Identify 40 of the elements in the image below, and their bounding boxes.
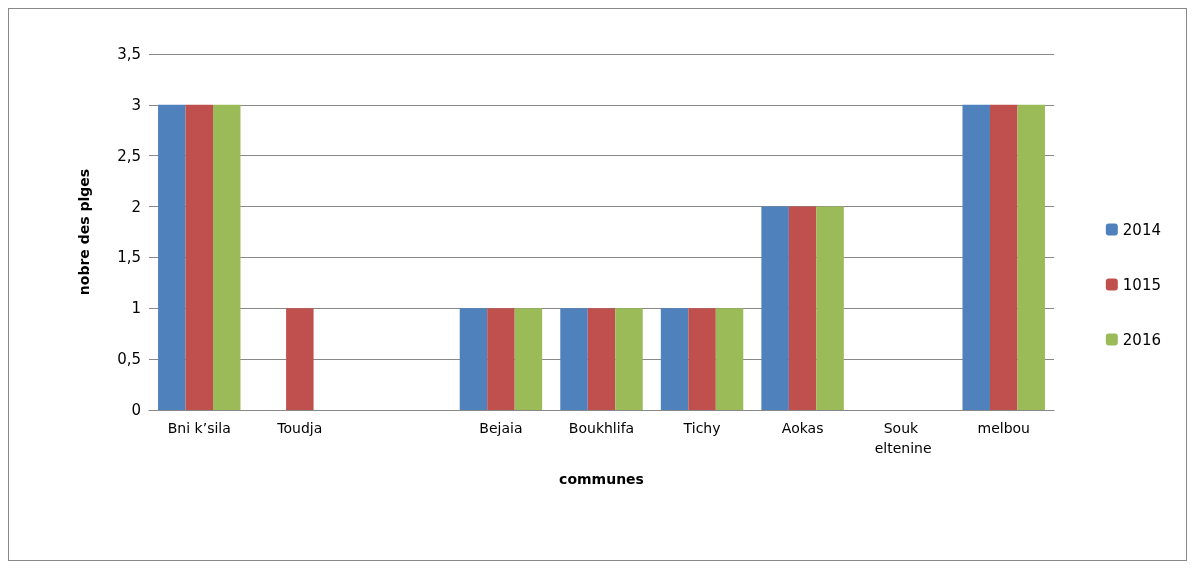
bar bbox=[688, 308, 716, 410]
x-tick-label: Boukhlifa bbox=[568, 420, 635, 436]
legend-label: 2016 bbox=[1122, 330, 1162, 349]
bar bbox=[587, 308, 616, 410]
legend-label: 1015 bbox=[1122, 275, 1162, 294]
x-tick-label: Aokas bbox=[781, 420, 824, 436]
y-tick-label: 2,5 bbox=[117, 146, 141, 165]
bar bbox=[715, 308, 744, 410]
bar bbox=[560, 308, 588, 410]
x-tick-label: Toudja bbox=[276, 420, 323, 436]
bar bbox=[158, 104, 186, 410]
y-tick-label: 0,5 bbox=[117, 350, 141, 369]
y-tick-label: 1 bbox=[131, 299, 141, 318]
y-axis-title: nobre des plges bbox=[76, 168, 92, 296]
bar bbox=[213, 104, 241, 410]
x-tick-label: Souk eltenine bbox=[874, 420, 932, 456]
bar bbox=[615, 308, 643, 410]
legend-label: 2014 bbox=[1122, 220, 1162, 239]
y-tick-label: 3 bbox=[131, 95, 141, 114]
x-tick-label: Tichy bbox=[682, 420, 721, 436]
y-tick-label: 0 bbox=[131, 401, 141, 419]
bar bbox=[487, 308, 515, 410]
bar bbox=[788, 206, 817, 410]
y-tick-label: 3,5 bbox=[117, 45, 141, 63]
bar bbox=[185, 104, 214, 410]
x-axis-title: communes bbox=[559, 471, 644, 487]
y-tick-label: 2 bbox=[131, 197, 141, 216]
x-tick-label: Bejaia bbox=[479, 420, 523, 436]
bar bbox=[660, 308, 689, 410]
y-tick-label: 1,5 bbox=[117, 248, 141, 267]
x-tick-label: melbou bbox=[977, 420, 1030, 436]
bar bbox=[286, 308, 314, 410]
bar bbox=[761, 206, 789, 410]
x-tick-label: Bni k’sila bbox=[167, 420, 231, 436]
bar bbox=[514, 308, 543, 410]
bar bbox=[989, 104, 1018, 410]
bar bbox=[459, 308, 488, 410]
bar bbox=[816, 206, 844, 410]
bar bbox=[1017, 104, 1045, 410]
bar bbox=[962, 104, 990, 410]
